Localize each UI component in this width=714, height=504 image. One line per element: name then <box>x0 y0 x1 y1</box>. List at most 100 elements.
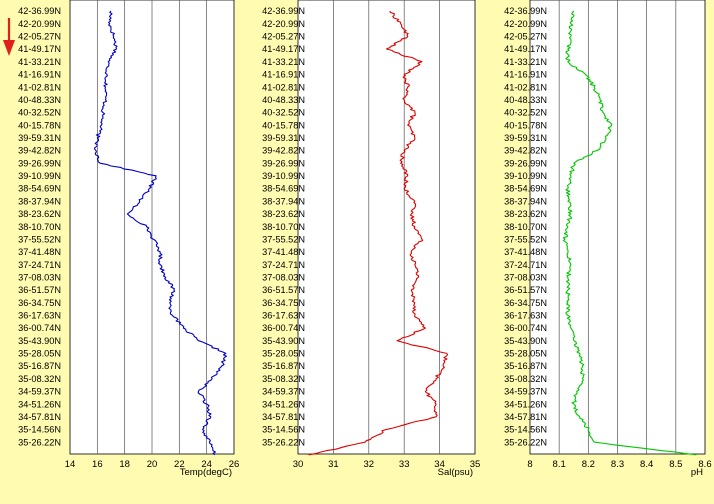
y-tick-label: 38-54.69N <box>262 184 305 194</box>
y-tick-label: 39-59.31N <box>262 133 305 143</box>
y-tick-label: 41-16.91N <box>262 70 305 80</box>
y-tick-label: 37-41.48N <box>504 247 547 257</box>
y-tick-label: 38-23.62N <box>262 209 305 219</box>
y-tick-label: 38-10.70N <box>18 222 61 232</box>
y-tick-label: 36-34.75N <box>262 298 305 308</box>
y-tick-label: 39-59.31N <box>504 133 547 143</box>
y-tick-label: 42-36.99N <box>18 6 61 16</box>
x-tick-label: 8.4 <box>640 459 653 470</box>
y-tick-label: 40-32.52N <box>262 108 305 118</box>
y-tick-label: 35-43.90N <box>504 336 547 346</box>
y-tick-label: 34-57.81N <box>504 412 547 422</box>
y-tick-label: 35-26.22N <box>262 437 305 447</box>
x-axis-title: pH <box>691 467 703 478</box>
y-tick-label: 42-36.99N <box>504 6 547 16</box>
y-tick-label: 37-41.48N <box>262 247 305 257</box>
x-tick-label: 24 <box>201 459 212 470</box>
y-tick-label: 36-00.74N <box>262 323 305 333</box>
y-tick-label: 36-51.57N <box>18 285 61 295</box>
y-tick-label: 35-26.22N <box>504 437 547 447</box>
y-tick-label: 35-43.90N <box>262 336 305 346</box>
y-tick-label: 35-08.32N <box>262 374 305 384</box>
plot-area <box>297 0 476 455</box>
y-tick-label: 40-32.52N <box>18 108 61 118</box>
y-tick-label: 38-37.94N <box>504 196 547 206</box>
y-tick-label: 41-16.91N <box>504 70 547 80</box>
y-tick-label: 35-08.32N <box>18 374 61 384</box>
y-tick-label: 39-59.31N <box>18 133 61 143</box>
y-tick-label: 39-10.99N <box>504 171 547 181</box>
y-tick-label: 39-26.99N <box>18 158 61 168</box>
x-tick-label: 20 <box>147 459 158 470</box>
y-tick-label: 42-05.27N <box>18 32 61 42</box>
y-tick-label: 34-51.26N <box>262 399 305 409</box>
y-tick-label: 39-26.99N <box>504 158 547 168</box>
y-tick-label: 40-48.33N <box>262 95 305 105</box>
x-axis-title: Sal(psu) <box>438 467 473 478</box>
x-axis-title: Temp(degC) <box>180 467 232 478</box>
y-tick-label: 37-24.71N <box>262 260 305 270</box>
y-tick-label: 38-23.62N <box>504 209 547 219</box>
y-tick-label: 39-42.82N <box>18 146 61 156</box>
x-tick-label: 8.6 <box>698 459 711 470</box>
y-tick-label: 41-49.17N <box>262 44 305 54</box>
ph-profile-panel: 8 8.1 8.2 8.3 8.4 8.5 8.6pH 42-36.99N 42-20.99N 4… <box>504 0 712 478</box>
x-tick-label: 22 <box>174 459 185 470</box>
y-tick-label: 39-42.82N <box>504 146 547 156</box>
x-tick-label: 14 <box>65 459 76 470</box>
y-tick-label: 39-42.82N <box>262 146 305 156</box>
x-tick-label: 31 <box>328 459 339 470</box>
x-tick-label: 8.3 <box>611 459 624 470</box>
y-tick-label: 34-59.37N <box>262 387 305 397</box>
y-tick-label: 37-08.03N <box>504 272 547 282</box>
y-tick-label: 41-33.21N <box>504 57 547 67</box>
y-tick-label: 41-33.21N <box>18 57 61 67</box>
y-tick-label: 38-23.62N <box>18 209 61 219</box>
y-tick-label: 36-17.63N <box>504 311 547 321</box>
y-tick-label: 42-36.99N <box>262 6 305 16</box>
y-tick-label: 42-05.27N <box>504 32 547 42</box>
x-tick-label: 8.2 <box>582 459 595 470</box>
y-tick-label: 36-51.57N <box>262 285 305 295</box>
y-tick-label: 37-24.71N <box>18 260 61 270</box>
x-tick-label: 8.5 <box>669 459 682 470</box>
y-tick-label: 35-14.56N <box>504 425 547 435</box>
y-tick-label: 34-51.26N <box>18 399 61 409</box>
profile-line <box>308 10 449 456</box>
y-tick-label: 37-08.03N <box>262 272 305 282</box>
y-tick-label: 38-10.70N <box>504 222 547 232</box>
profile-line <box>562 10 697 456</box>
x-tick-label: 16 <box>92 459 103 470</box>
y-tick-label: 42-05.27N <box>262 32 305 42</box>
y-tick-label: 38-37.94N <box>18 196 61 206</box>
y-tick-label: 39-26.99N <box>262 158 305 168</box>
y-tick-label: 35-26.22N <box>18 437 61 447</box>
y-tick-label: 34-57.81N <box>18 412 61 422</box>
y-tick-label: 41-49.17N <box>18 44 61 54</box>
y-tick-label: 40-15.78N <box>18 120 61 130</box>
y-tick-label: 42-20.99N <box>18 19 61 29</box>
y-tick-label: 34-59.37N <box>504 387 547 397</box>
y-tick-label: 41-02.81N <box>504 82 547 92</box>
y-tick-label: 37-55.52N <box>18 234 61 244</box>
y-tick-label: 35-28.05N <box>18 349 61 359</box>
y-tick-label: 35-28.05N <box>504 349 547 359</box>
y-tick-label: 40-15.78N <box>504 120 547 130</box>
y-tick-label: 36-34.75N <box>504 298 547 308</box>
y-tick-label: 40-48.33N <box>504 95 547 105</box>
y-tick-label: 35-14.56N <box>262 425 305 435</box>
y-tick-label: 41-33.21N <box>262 57 305 67</box>
y-tick-label: 35-14.56N <box>18 425 61 435</box>
profile-line <box>94 10 228 456</box>
y-tick-label: 35-08.32N <box>504 374 547 384</box>
y-tick-label: 37-08.03N <box>18 272 61 282</box>
x-tick-label: 26 <box>229 459 240 470</box>
x-tick-label: 18 <box>119 459 130 470</box>
x-tick-label: 34 <box>434 459 445 470</box>
y-tick-label: 41-49.17N <box>504 44 547 54</box>
y-tick-label: 39-10.99N <box>262 171 305 181</box>
x-tick-label: 8.1 <box>553 459 566 470</box>
y-tick-label: 41-16.91N <box>18 70 61 80</box>
